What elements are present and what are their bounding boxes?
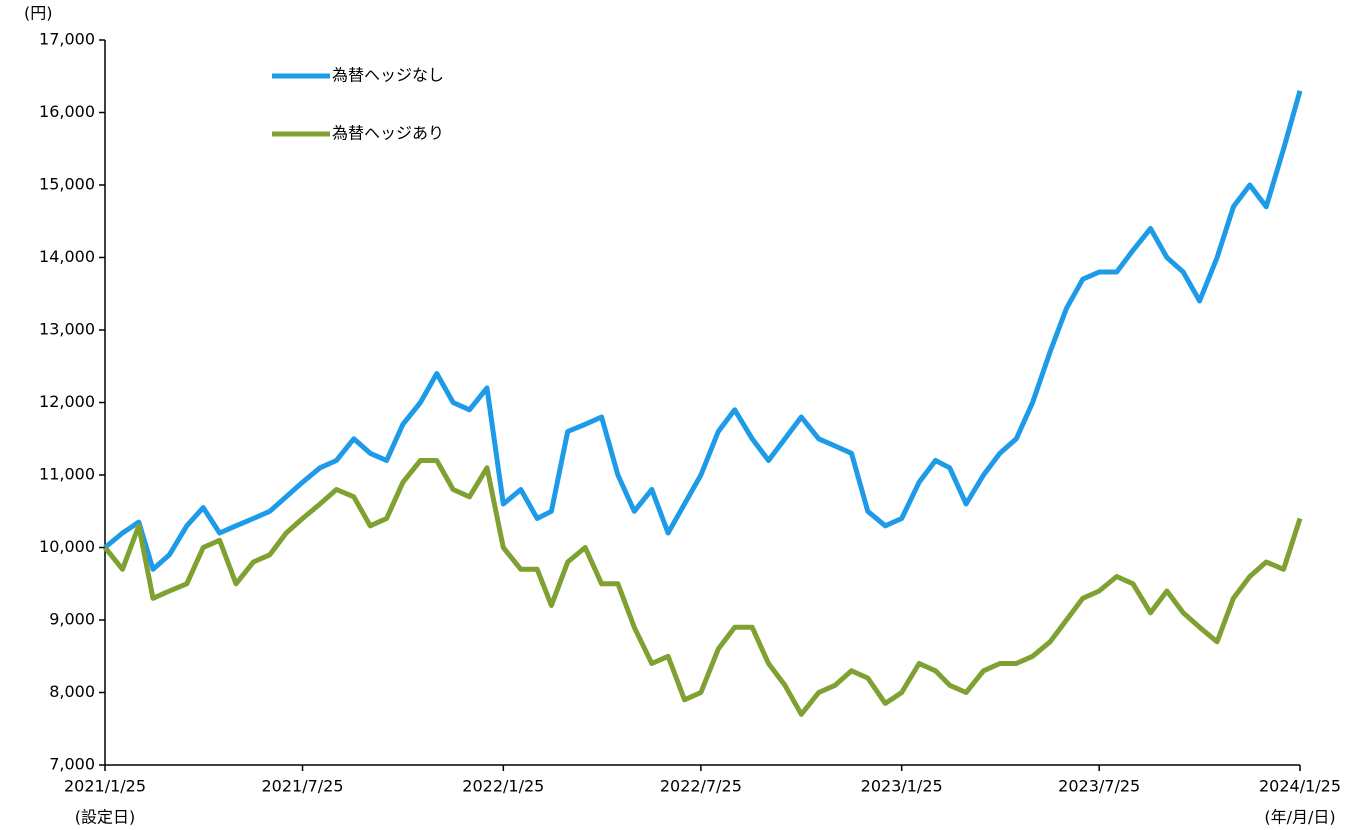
series-line — [103, 90, 1303, 572]
y-tick-label: 10,000 — [39, 537, 95, 556]
y-tick-label: 16,000 — [39, 102, 95, 121]
x-tick-label: 2024/1/25 — [1259, 777, 1341, 796]
y-tick-label: 13,000 — [39, 320, 95, 339]
y-tick-label: 7,000 — [49, 755, 95, 774]
y-tick-label: 15,000 — [39, 175, 95, 194]
y-tick-label: 8,000 — [49, 682, 95, 701]
legend-label: 為替ヘッジあり — [332, 124, 444, 143]
y-tick-label: 12,000 — [39, 392, 95, 411]
y-tick-label: 9,000 — [49, 610, 95, 629]
y-unit: (円) — [24, 4, 53, 23]
x-tick-label: 2021/7/25 — [262, 777, 344, 796]
x-tick-label: 2022/1/25 — [462, 777, 544, 796]
x-tick-label: 2021/1/25 — [64, 777, 146, 796]
y-tick-label: 11,000 — [39, 465, 95, 484]
y-tick-label: 14,000 — [39, 247, 95, 266]
legend-label: 為替ヘッジなし — [332, 66, 444, 85]
x-start-note: (設定日) — [75, 808, 136, 827]
x-tick-label: 2022/7/25 — [660, 777, 742, 796]
x-tick-label: 2023/7/25 — [1058, 777, 1140, 796]
x-unit: (年/月/日) — [1264, 808, 1335, 827]
y-tick-label: 17,000 — [39, 30, 95, 49]
x-tick-label: 2023/1/25 — [861, 777, 943, 796]
series-line — [103, 458, 1303, 717]
